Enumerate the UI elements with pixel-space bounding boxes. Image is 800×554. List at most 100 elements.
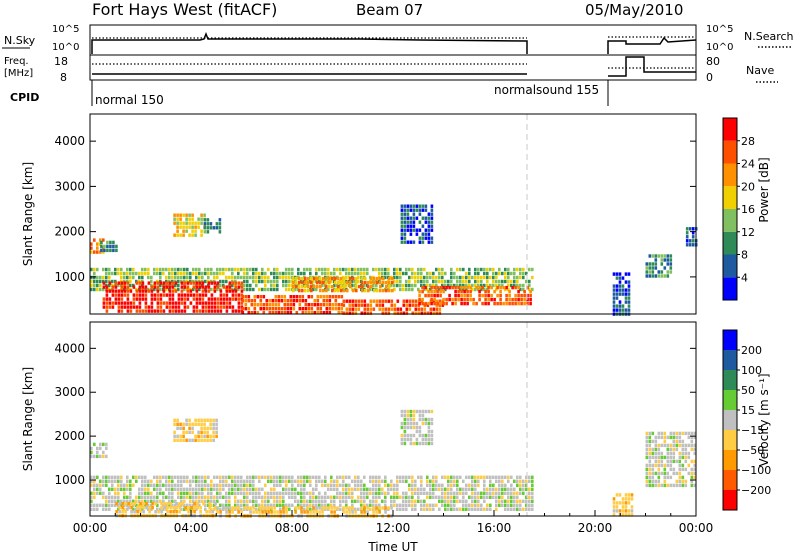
velocity-echo-cell [477,507,480,511]
power-echo-cell [180,267,183,272]
velocity-echo-cell [366,510,369,514]
velocity-echo-cell [309,499,312,503]
velocity-echo-cell [228,487,231,491]
power-echo-cell [201,285,205,289]
power-echo-cell [615,288,619,292]
power-echo-cell [192,305,196,309]
power-echo-cell [156,297,160,301]
velocity-echo-cell [291,487,294,491]
power-echo-cell [99,283,102,288]
velocity-echo-cell [210,499,213,503]
power-echo-cell [243,267,246,272]
velocity-echo-cell [204,499,207,503]
power-echo-cell [612,296,616,300]
power-echo-cell [288,275,291,280]
power-echo-cell [280,307,284,311]
velocity-echo-cell [474,507,477,511]
velocity-echo-cell [129,491,132,495]
velocity-echo-cell [372,483,375,487]
velocity-echo-cell [297,479,300,483]
power-echo-cell [417,311,421,315]
power-echo-cell [210,309,214,313]
power-echo-cell [261,287,264,292]
power-echo-cell [406,240,410,244]
power-echo-cell [273,279,276,284]
freq-tick-bottom: 8 [60,71,67,84]
velocity-echo-cell [219,487,222,491]
power-echo-cell [510,283,513,288]
power-echo-cell [247,307,251,311]
velocity-echo-cell [243,483,246,487]
velocity-echo-cell [648,471,652,476]
power-echo-cell [648,274,652,278]
velocity-echo-cell [111,483,114,487]
velocity-echo-cell [400,421,404,426]
power-echo-cell [364,276,367,281]
power-colorbar-label: Power [dB] [757,157,771,222]
velocity-echo-cell [231,479,234,483]
power-echo-cell [301,280,304,285]
power-echo-cell [201,305,205,309]
power-echo-cell [179,221,182,225]
velocity-echo-cell [318,491,321,495]
velocity-echo-cell [291,475,294,479]
velocity-echo-cell [213,487,216,491]
power-echo-cell [246,287,249,292]
power-echo-cell [313,303,317,307]
power-echo-cell [294,287,297,292]
power-echo-cell [627,288,631,292]
velocity-echo-cell [179,426,182,430]
velocity-echo-cell [90,483,93,487]
velocity-echo-cell [348,495,351,499]
power-echo-cell [366,307,370,311]
power-echo-cell [241,311,245,315]
velocity-echo-cell [270,506,273,510]
velocity-echo-cell [261,487,264,491]
power-echo-cell [477,287,480,292]
velocity-echo-cell [405,499,408,503]
velocity-echo-cell [402,479,405,483]
velocity-echo-cell [348,506,351,510]
velocity-echo-cell [99,442,102,447]
power-echo-cell [363,303,367,307]
velocity-echo-cell [465,507,468,511]
velocity-echo-cell [159,483,162,487]
velocity-echo-cell [255,475,258,479]
velocity-echo-cell [411,483,414,487]
power-echo-cell [182,233,185,237]
power-echo-cell [531,275,534,280]
power-echo-cell [526,293,529,298]
power-echo-cell [216,309,220,313]
power-echo-cell [343,284,346,289]
power-echo-cell [144,293,148,297]
power-echo-cell [201,271,204,276]
velocity-echo-cell [147,503,150,507]
velocity-echo-cell [96,483,99,487]
power-echo-cell [274,303,278,307]
velocity-echo-cell [348,491,351,495]
power-echo-cell [460,289,463,294]
velocity-echo-cell [495,475,498,479]
velocity-echo-cell [225,495,228,499]
power-echo-cell [201,297,205,301]
power-echo-cell [213,309,217,313]
power-echo-cell [297,271,300,276]
power-echo-cell [528,283,531,288]
power-echo-cell [129,271,132,276]
velocity-echo-cell [403,429,407,434]
power-echo-cell [424,293,427,298]
velocity-echo-cell [312,495,315,499]
velocity-echo-cell [690,459,694,464]
velocity-echo-cell [231,487,234,491]
velocity-echo-cell [246,479,249,483]
power-echo-cell [471,283,474,288]
power-echo-cell [204,289,208,293]
power-echo-cell [240,275,243,280]
velocity-echo-cell [267,495,270,499]
velocity-echo-cell [648,455,652,460]
velocity-echo-cell [294,506,297,510]
velocity-echo-cell [345,475,348,479]
power-echo-cell [247,311,251,315]
power-echo-cell [528,267,531,272]
velocity-echo-cell [648,475,652,480]
